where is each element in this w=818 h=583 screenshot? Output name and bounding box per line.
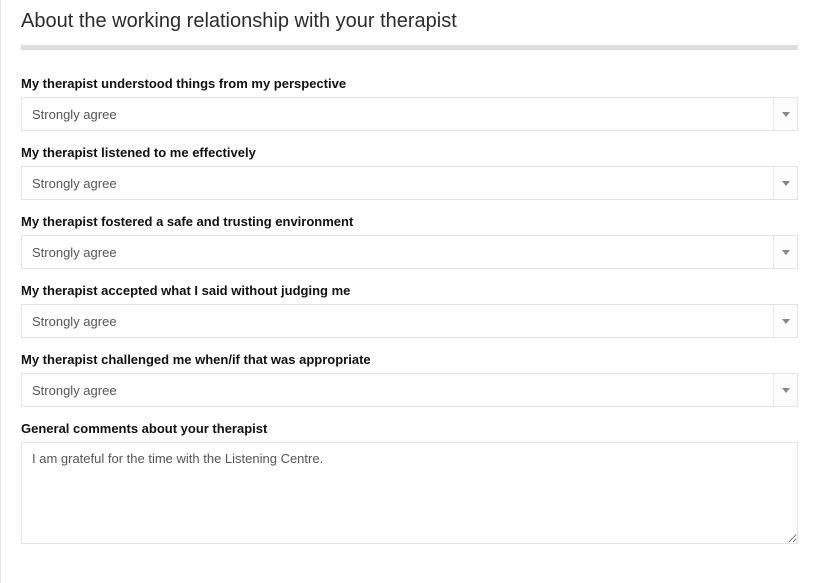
select-listened[interactable]: Strongly agree	[21, 166, 798, 200]
field-challenged: My therapist challenged me when/if that …	[21, 352, 798, 407]
select-challenged[interactable]: Strongly agree	[21, 373, 798, 407]
chevron-down-icon	[773, 236, 797, 268]
select-value: Strongly agree	[22, 167, 773, 199]
field-label: General comments about your therapist	[21, 421, 798, 436]
select-value: Strongly agree	[22, 374, 773, 406]
select-value: Strongly agree	[22, 236, 773, 268]
chevron-down-icon	[773, 167, 797, 199]
field-not-judging: My therapist accepted what I said withou…	[21, 283, 798, 338]
section-title: About the working relationship with your…	[21, 0, 798, 45]
field-label: My therapist challenged me when/if that …	[21, 352, 798, 367]
field-listened: My therapist listened to me effectively …	[21, 145, 798, 200]
select-value: Strongly agree	[22, 98, 773, 130]
field-safe-environment: My therapist fostered a safe and trustin…	[21, 214, 798, 269]
section-divider	[21, 45, 798, 50]
survey-section: About the working relationship with your…	[0, 0, 818, 583]
general-comments-input[interactable]	[21, 442, 798, 544]
chevron-down-icon	[773, 305, 797, 337]
select-perspective[interactable]: Strongly agree	[21, 97, 798, 131]
chevron-down-icon	[773, 374, 797, 406]
field-general-comments: General comments about your therapist	[21, 421, 798, 549]
field-label: My therapist accepted what I said withou…	[21, 283, 798, 298]
chevron-down-icon	[773, 98, 797, 130]
field-label: My therapist fostered a safe and trustin…	[21, 214, 798, 229]
field-label: My therapist listened to me effectively	[21, 145, 798, 160]
field-perspective: My therapist understood things from my p…	[21, 76, 798, 131]
select-value: Strongly agree	[22, 305, 773, 337]
field-label: My therapist understood things from my p…	[21, 76, 798, 91]
select-safe-environment[interactable]: Strongly agree	[21, 235, 798, 269]
select-not-judging[interactable]: Strongly agree	[21, 304, 798, 338]
